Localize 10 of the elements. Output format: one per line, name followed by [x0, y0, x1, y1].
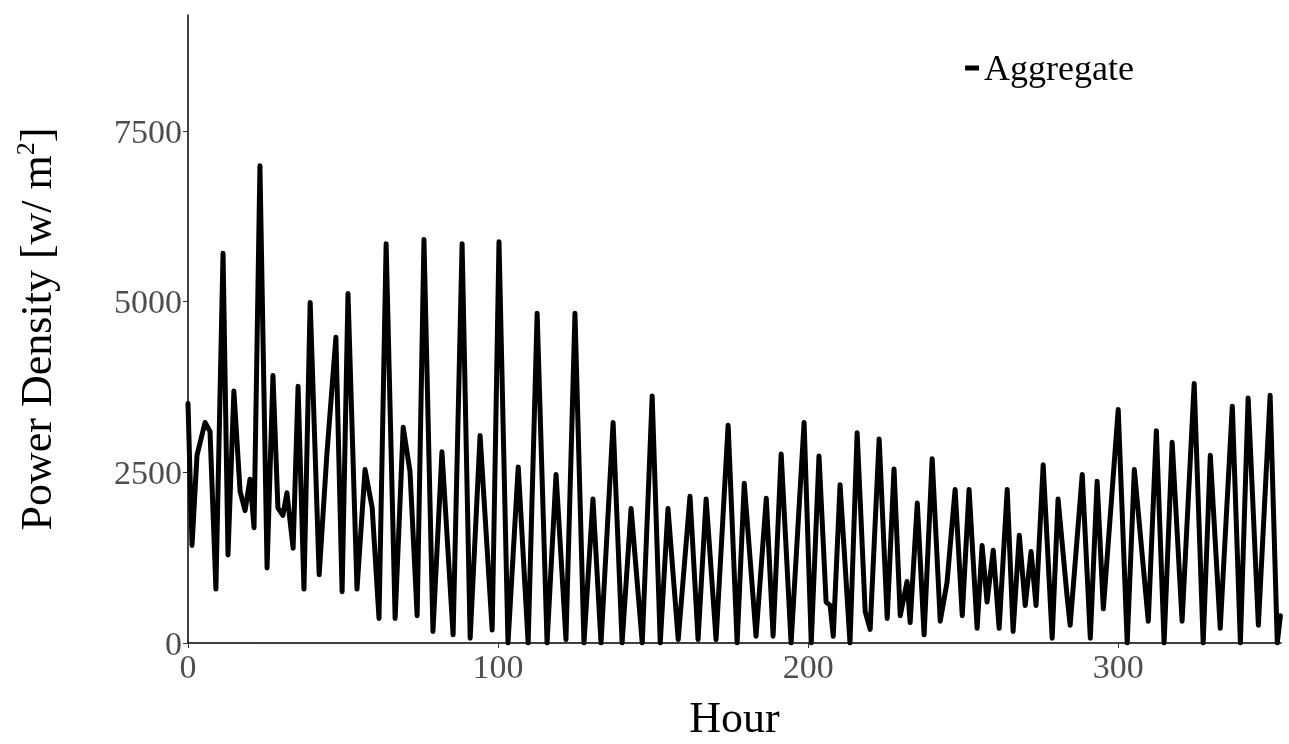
x-axis-title: Hour: [689, 692, 781, 742]
y-tick-label: 7500: [114, 112, 182, 150]
y-tick-label: 0: [165, 624, 182, 662]
x-tick-label: 200: [782, 647, 834, 685]
x-tick-label: 300: [1092, 647, 1144, 685]
y-tick-label: 5000: [114, 283, 182, 321]
x-tick-label: 100: [472, 647, 524, 685]
y-tick-label: 2500: [114, 453, 182, 491]
legend-label: Aggregate: [984, 48, 1135, 88]
y-axis-title: Power Density [w/ m2]: [10, 127, 61, 531]
